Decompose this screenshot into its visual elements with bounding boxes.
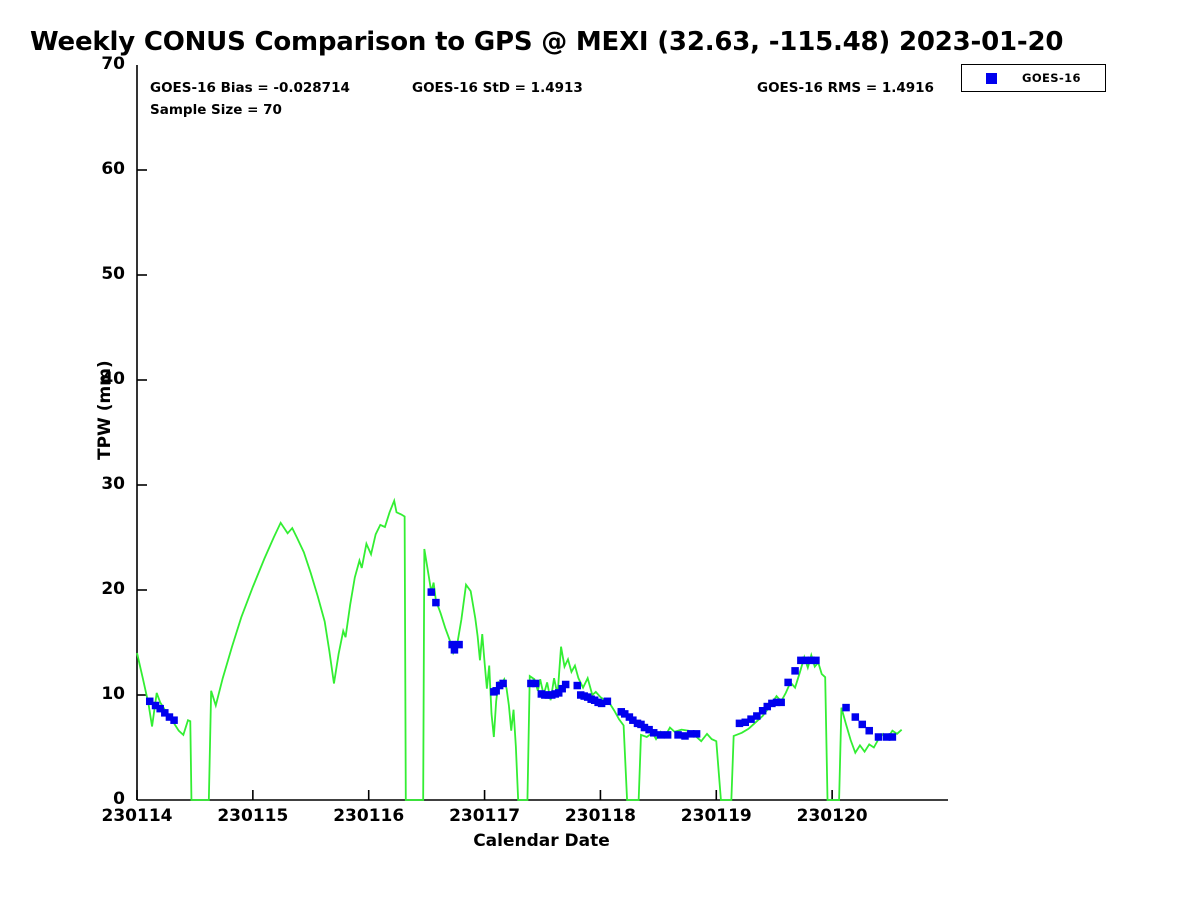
stat-std: GOES-16 StD = 1.4913 — [412, 80, 583, 96]
data-point-marker — [801, 656, 810, 665]
x-tick-label: 230119 — [680, 806, 752, 826]
stat-bias: GOES-16 Bias = -0.028714 — [150, 80, 350, 96]
data-point-marker — [753, 712, 761, 720]
data-point-marker — [455, 640, 463, 649]
data-point-marker — [812, 656, 820, 665]
data-point-marker — [629, 716, 637, 724]
axis-frame — [136, 65, 948, 801]
data-point-marker — [603, 697, 612, 706]
data-point-marker — [656, 731, 665, 739]
y-tick-label: 30 — [101, 474, 125, 494]
stat-rms: GOES-16 RMS = 1.4916 — [757, 80, 934, 96]
data-point-marker — [492, 687, 500, 695]
y-tick-label: 50 — [101, 264, 125, 284]
data-point-marker — [554, 689, 563, 697]
chart-legend[interactable]: GOES-16 — [961, 64, 1106, 92]
data-point-marker — [527, 679, 535, 688]
data-point-marker — [807, 656, 816, 665]
x-tick-label: 230118 — [564, 806, 636, 826]
data-point-marker — [768, 699, 776, 708]
data-point-marker — [888, 733, 897, 741]
data-point-marker — [763, 702, 772, 711]
data-point-marker — [499, 679, 507, 688]
x-tick-label: 230116 — [333, 806, 405, 826]
data-point-marker — [747, 715, 755, 723]
data-point-marker — [151, 701, 160, 710]
x-tick-label: 230120 — [796, 806, 868, 826]
data-point-marker — [784, 678, 792, 687]
data-point-marker — [161, 709, 169, 717]
data-point-marker — [758, 707, 767, 715]
data-point-marker — [687, 730, 695, 738]
data-point-marker — [597, 699, 606, 708]
x-axis-label: Calendar Date — [473, 831, 610, 851]
data-point-marker — [865, 726, 873, 735]
data-point-marker — [858, 720, 867, 729]
y-tick-label: 0 — [113, 789, 125, 809]
x-tick-label: 230115 — [217, 806, 289, 826]
data-point-marker — [573, 681, 582, 690]
data-point-marker — [448, 640, 456, 649]
data-point-marker — [882, 733, 891, 741]
y-tick-label: 70 — [101, 54, 125, 74]
data-point-marker — [797, 656, 805, 665]
legend-swatch-goes16 — [986, 72, 997, 84]
stat-sample-size: Sample Size = 70 — [150, 102, 282, 118]
data-point-marker — [681, 732, 689, 740]
data-point-marker — [621, 710, 629, 718]
data-point-marker — [777, 698, 785, 707]
x-tick-label: 230114 — [101, 806, 173, 826]
data-point-marker — [640, 723, 649, 732]
data-point-marker — [772, 698, 781, 707]
data-point-marker — [663, 731, 672, 739]
data-point-marker — [735, 719, 744, 728]
page-title: Weekly CONUS Comparison to GPS @ MEXI (3… — [30, 27, 1064, 57]
data-point-marker — [156, 704, 164, 713]
data-point-marker — [427, 588, 436, 596]
legend-label-goes16: GOES-16 — [1022, 71, 1081, 85]
x-tick-marks — [136, 790, 833, 800]
data-point-marker — [170, 716, 178, 724]
gps-trace — [136, 497, 903, 801]
data-point-marker — [791, 667, 799, 675]
data-point-marker — [165, 713, 174, 721]
y-tick-label: 10 — [101, 684, 125, 704]
series-gps-line — [136, 497, 903, 801]
series-goes16-markers — [145, 588, 897, 741]
data-point-marker — [874, 733, 883, 741]
data-point-marker — [851, 713, 860, 721]
data-point-marker — [558, 684, 566, 693]
y-tick-label: 40 — [101, 369, 125, 389]
data-point-marker — [645, 725, 653, 734]
data-point-marker — [432, 598, 440, 607]
data-point-marker — [649, 729, 658, 737]
data-point-marker — [842, 703, 850, 712]
data-point-marker — [531, 679, 540, 688]
y-tick-label: 20 — [101, 579, 125, 599]
data-point-marker — [741, 718, 749, 727]
data-point-marker — [145, 697, 154, 706]
data-point-marker — [450, 646, 459, 654]
data-point-marker — [561, 680, 570, 689]
data-point-marker — [674, 731, 682, 739]
x-tick-label: 230117 — [449, 806, 521, 826]
y-tick-label: 60 — [101, 159, 125, 179]
y-tick-marks — [137, 169, 147, 696]
data-point-marker — [692, 730, 701, 738]
